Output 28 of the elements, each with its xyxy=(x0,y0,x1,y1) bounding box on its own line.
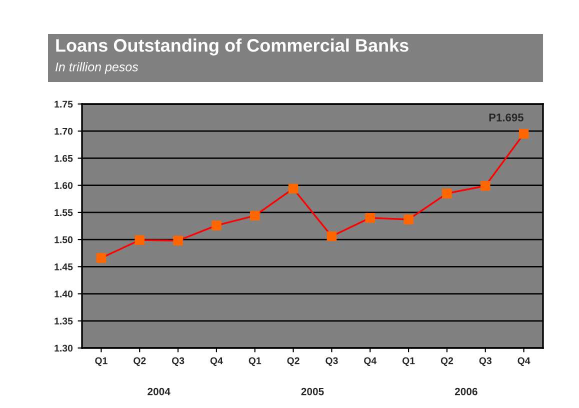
x-tick-label: Q2 xyxy=(134,357,146,366)
x-tick-label: Q4 xyxy=(364,357,377,366)
x-tick-label: Q2 xyxy=(287,357,300,366)
y-tick-label: 1.45 xyxy=(54,264,73,270)
x-tick-label: Q3 xyxy=(326,357,338,366)
y-tick-label: 1.30 xyxy=(54,344,73,352)
chart-subtitle: In trillion pesos xyxy=(55,62,138,74)
x-tick-label: Q3 xyxy=(479,357,492,366)
y-tick-label: 1.55 xyxy=(54,209,73,216)
x-tick-label: Q4 xyxy=(518,357,530,366)
data-label: P1.695 xyxy=(489,114,524,122)
text: 2006 xyxy=(454,388,478,396)
x-tick-label: Q1 xyxy=(248,357,262,366)
y-tick-label: 1.35 xyxy=(54,318,73,325)
chart-title: Loans Outstanding of Commercial Banks xyxy=(56,38,408,56)
y-tick-label: 1.40 xyxy=(54,290,73,298)
x-tick-label: Q3 xyxy=(172,357,184,366)
text: 2004 xyxy=(148,388,170,396)
x-tick-label: Q2 xyxy=(440,357,454,366)
y-tick-label: 1.75 xyxy=(54,100,73,108)
x-tick-label: Q1 xyxy=(95,357,108,366)
y-tick-label: 1.65 xyxy=(54,154,73,162)
y-tick-label: 1.50 xyxy=(54,236,73,244)
y-tick-label: 1.60 xyxy=(54,182,73,189)
y-tick-label: 1.70 xyxy=(54,128,73,135)
x-tick-label: Q1 xyxy=(402,357,415,366)
text: 2005 xyxy=(301,388,324,396)
x-tick-label: Q4 xyxy=(210,357,223,366)
